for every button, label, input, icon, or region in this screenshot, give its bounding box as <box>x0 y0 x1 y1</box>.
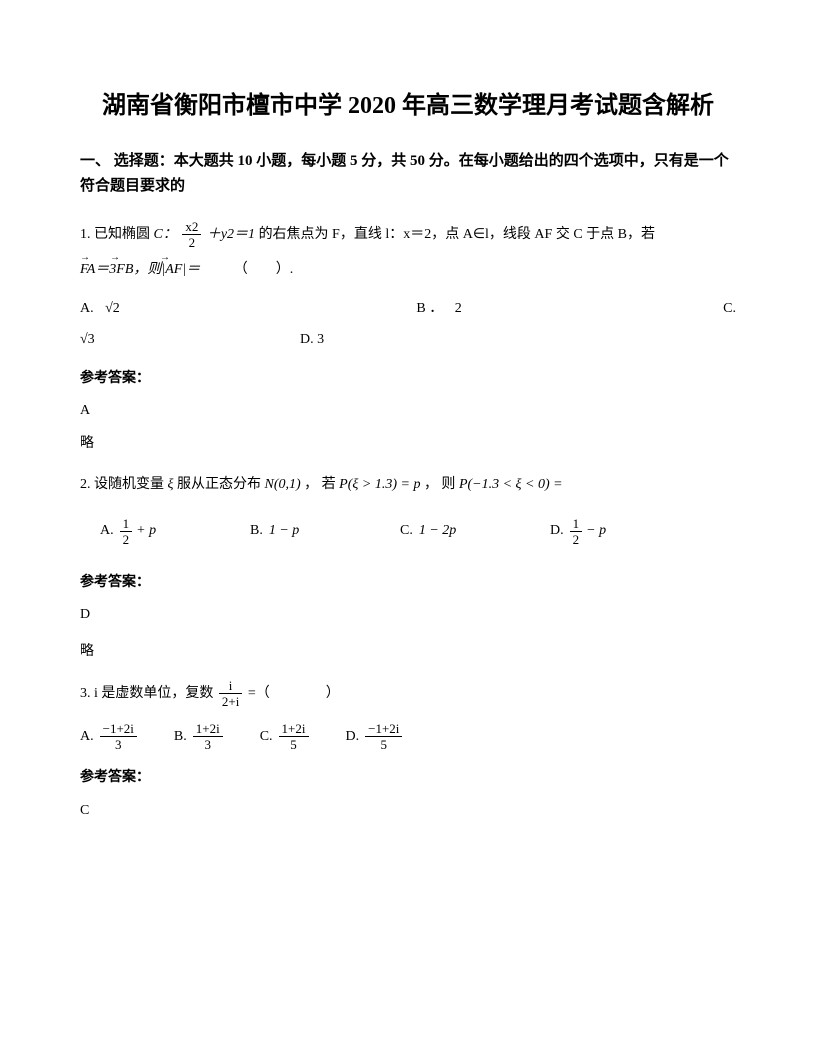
q2-answer-label: 参考答案： <box>80 572 736 594</box>
q2-opt-d-num: 1 <box>570 517 583 532</box>
q2-formula2: P(ξ > 1.3) = p <box>339 477 420 492</box>
q3-text1: 3. i 是虚数单位，复数 <box>80 686 213 701</box>
q1-opt-b-label: B ． <box>416 301 443 316</box>
q1-options-row1: A. √2 B ． 2 C. <box>80 294 736 325</box>
q2-opt-c-label: C. <box>400 516 413 547</box>
q1-brief: 略 <box>80 433 736 455</box>
q2-answer: D <box>80 604 736 626</box>
q3-opt-a-den: 3 <box>100 737 137 751</box>
q1-text2: 的右焦点为 F，直线 l：x＝2，点 A∈l，线段 AF 交 C 于点 B，若 <box>259 227 655 242</box>
q3-text2: =（ ） <box>248 686 340 701</box>
q2-opt-d-suffix: − p <box>586 516 606 547</box>
q3-frac-num: i <box>219 679 242 694</box>
q1-opt-b-val: 2 <box>455 301 462 316</box>
q3-answer-label: 参考答案： <box>80 767 736 789</box>
q2-opt-a-label: A. <box>100 516 114 547</box>
q2-text3: ， 若 <box>304 477 339 492</box>
q1-options-row2: √3 D. 3 <box>80 325 736 356</box>
q2-opt-c-val: 1 − 2p <box>419 516 456 547</box>
q3-opt-c-den: 5 <box>279 737 309 751</box>
q2-xi: ξ <box>168 477 174 492</box>
q1-opt-d: D. 3 <box>300 332 324 347</box>
q3-opt-b-num: 1+2i <box>193 722 223 737</box>
page-title: 湖南省衡阳市檀市中学 2020 年高三数学理月考试题含解析 <box>80 90 736 124</box>
q3-frac-den: 2+i <box>219 694 242 708</box>
q2-options: A. 1 2 + p B. 1 − p C. 1 − 2p D. 1 2 − p <box>80 516 736 547</box>
question-2: 2. 设随机变量 ξ 服从正态分布 N(0,1) ， 若 P(ξ > 1.3) … <box>80 470 736 547</box>
q2-opt-b-val: 1 − p <box>269 516 299 547</box>
q1-text1: 1. 已知椭圆 <box>80 227 154 242</box>
question-1: 1. 已知椭圆 C： x2 2 ＋y2＝1 的右焦点为 F，直线 l：x＝2，点… <box>80 220 736 356</box>
q2-opt-a-num: 1 <box>120 517 133 532</box>
q1-answer-label: 参考答案： <box>80 368 736 390</box>
q2-opt-a-suffix: + p <box>136 516 156 547</box>
q3-fraction: i 2+i <box>219 679 242 708</box>
q1-answer: A <box>80 400 736 422</box>
q2-opt-d-frac: 1 2 <box>570 517 583 546</box>
q1-paren: （ ）. <box>234 262 294 277</box>
q2-opt-a-frac: 1 2 <box>120 517 133 546</box>
q2-opt-d-den: 2 <box>570 532 583 546</box>
q3-opt-a-num: −1+2i <box>100 722 137 737</box>
q3-answer: C <box>80 800 736 822</box>
q2-opt-b-label: B. <box>250 516 263 547</box>
q3-opt-c-label: C. <box>260 722 273 753</box>
question-3: 3. i 是虚数单位，复数 i 2+i =（ ） A. −1+2i 3 B. 1… <box>80 679 736 753</box>
q3-options: A. −1+2i 3 B. 1+2i 3 C. 1+2i 5 D. −1+2i <box>80 722 736 753</box>
q2-formula1: N(0,1) <box>265 477 301 492</box>
q3-opt-d-frac: −1+2i 5 <box>365 722 402 751</box>
q1-opt-a-label: A. <box>80 301 94 316</box>
q2-text1: 2. 设随机变量 <box>80 477 168 492</box>
section-header: 一、 选择题：本大题共 10 小题，每小题 5 分，共 50 分。在每小题给出的… <box>80 149 736 200</box>
q2-opt-a-den: 2 <box>120 532 133 546</box>
q1-opt-c-label: C. <box>723 301 736 316</box>
q1-formula-c: C： <box>154 227 177 242</box>
q2-text4: ， 则 <box>424 477 459 492</box>
q3-opt-d-den: 5 <box>365 737 402 751</box>
q1-opt-c-val: √3 <box>80 332 95 347</box>
q1-frac-den: 2 <box>182 235 201 249</box>
q3-opt-a-frac: −1+2i 3 <box>100 722 137 751</box>
q3-opt-b-den: 3 <box>193 737 223 751</box>
q1-opt-a-val: √2 <box>105 301 120 316</box>
q2-brief: 略 <box>80 641 736 663</box>
q2-opt-d-label: D. <box>550 516 564 547</box>
q3-opt-c-frac: 1+2i 5 <box>279 722 309 751</box>
q3-opt-d-label: D. <box>346 722 360 753</box>
q3-opt-a-label: A. <box>80 722 94 753</box>
q3-opt-b-label: B. <box>174 722 187 753</box>
q2-text2: 服从正态分布 <box>177 477 265 492</box>
q1-line2: → → → FA＝3FB，则|AF|＝ （ ）. <box>80 255 736 286</box>
q3-opt-d-num: −1+2i <box>365 722 402 737</box>
q1-fraction: x2 2 <box>182 220 201 249</box>
q1-frac-num: x2 <box>182 220 201 235</box>
q3-opt-c-num: 1+2i <box>279 722 309 737</box>
q2-formula3: P(−1.3 < ξ < 0) = <box>459 477 563 492</box>
q1-formula-mid: ＋y2＝1 <box>207 227 255 242</box>
q3-opt-b-frac: 1+2i 3 <box>193 722 223 751</box>
